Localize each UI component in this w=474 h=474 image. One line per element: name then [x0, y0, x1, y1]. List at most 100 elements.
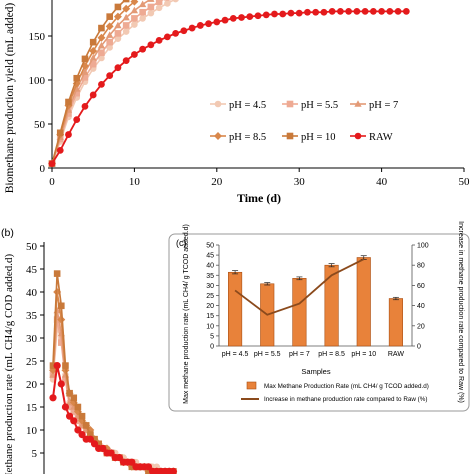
- panel-a-series-5-point-3: [73, 116, 81, 123]
- panel-a-series-5-point-24: [246, 13, 254, 21]
- panel-b-series-4-point-8: [82, 422, 90, 429]
- panel-c-x-tick-label-2: pH = 7: [289, 351, 310, 358]
- panel-a-y-tick-label-0: 0: [40, 163, 46, 175]
- panel-a-legend-swatch-marker-1: [286, 100, 294, 108]
- panel-a-series-4-point-9: [122, 0, 130, 3]
- panel-a-series-5-point-4: [81, 103, 89, 110]
- panel-a-series-5-point-35: [337, 7, 344, 15]
- panel-a-x-tick-label-5: 50: [459, 176, 471, 188]
- panel-c-x-tick-label-1: pH = 5.5: [254, 351, 281, 358]
- panel-b-series-3-point-2: [57, 315, 66, 324]
- panel-a-series-5-point-34: [328, 7, 336, 15]
- panel-a-y-tick-label-1: 50: [34, 119, 46, 131]
- panel-a-series-2-point-12: [147, 0, 155, 2]
- panel-c-x-tick-label-5: RAW: [388, 351, 404, 358]
- panel-b-y-tick-label-10: 50: [26, 241, 38, 253]
- panel-b-series-5-point-14: [107, 449, 115, 457]
- panel-a-series-5-point-2: [65, 131, 72, 138]
- panel-c-y2-tick-label-4: 80: [417, 263, 425, 270]
- panel-a-series-5-point-29: [287, 9, 295, 17]
- panel-a-legend-swatch-marker-2: [354, 100, 362, 107]
- panel-b-ylabel: Methane production rate (mL CH4/g COD ad…: [3, 253, 15, 474]
- panel-c-legend-bar-swatch: [246, 381, 257, 390]
- panel-c-ylabel-right: Increase in methane production rate comp…: [457, 221, 464, 403]
- panel-b-series-5-point-23: [144, 463, 153, 471]
- panel-b-series-5-point-29: [169, 467, 177, 474]
- panel-b-y-tick-label-3: 15: [26, 402, 38, 414]
- panel-b-y-tick-label-1: 5: [32, 448, 38, 460]
- panel-a-series-5-point-7: [106, 72, 114, 79]
- panel-a-series-3-point-5: [89, 47, 98, 55]
- panel-b-series-5: [49, 362, 177, 474]
- panel-c-y-tick-label-4: 20: [206, 303, 214, 310]
- panel-a-series-1-point-2: [65, 110, 72, 117]
- panel-c-y-tick-label-3: 15: [206, 313, 214, 320]
- panel-a-series-3-point-9: [122, 4, 131, 13]
- panel-a-series-5-point-16: [180, 27, 188, 35]
- panel-a-series-3-point-4: [81, 61, 89, 70]
- panel-b-series-4-point-5: [70, 394, 78, 402]
- panel-a-series-0: [48, 0, 179, 167]
- panel-a-series-5-point-0: [48, 160, 56, 168]
- panel-b-series-4: [49, 270, 177, 474]
- panel-a-series-5-point-20: [213, 18, 221, 26]
- panel-a-x-tick-label-0: 0: [49, 176, 55, 188]
- panel-a-series-5-point-5: [89, 91, 97, 99]
- panel-b-series-5-point-1: [53, 362, 61, 370]
- panel-c-y-tick-label-8: 40: [206, 263, 214, 270]
- panel-a-ticks: 0 10 20 30 40 50 0 50 100 150: [29, 31, 471, 188]
- panel-c-y-tick-label-1: 5: [210, 333, 214, 340]
- panel-a-series-5-point-30: [295, 9, 303, 17]
- panel-c-frame: [168, 233, 470, 412]
- panel-a-legend: pH = 4.5 pH = 5.5 pH = 7 pH = 8.5 pH = 10 RAW: [210, 100, 398, 143]
- panel-a-series-5-point-33: [320, 8, 328, 16]
- panel-c-x-tick-label-3: pH = 8.5: [318, 351, 345, 358]
- panel-a-series-0-point-13: [155, 4, 163, 12]
- panel-a-legend-swatch-marker-4: [286, 132, 294, 140]
- panel-a-legend-label-5: RAW: [369, 132, 393, 143]
- panel-b-series-4-point-0: [49, 362, 57, 369]
- panel-c-y-tick-label-6: 30: [206, 283, 214, 290]
- panel-b-series-3-point-6: [73, 407, 82, 416]
- panel-b-series-1-point-6: [74, 417, 82, 425]
- panel-a-series-5-point-23: [238, 14, 245, 21]
- panel-a-series-1-point-13: [155, 0, 163, 5]
- panel-b-series: [49, 270, 178, 474]
- panel-b-series-4-point-9: [87, 431, 94, 438]
- panel-a-series-2-point-6: [97, 41, 106, 49]
- panel-a-series-5-point-12: [147, 41, 155, 49]
- panel-c-label: (c): [176, 238, 187, 248]
- panel-b-series-4-line: [52, 273, 174, 473]
- panel-a-series-1-point-8: [114, 30, 122, 37]
- panel-a-ylabel: Biomethane production yield (mL added): [4, 3, 16, 194]
- panel-c-y-tick-label-9: 45: [206, 253, 214, 260]
- panel-b-series-3-line: [52, 291, 174, 473]
- panel-a-x-tick-label-1: 10: [129, 176, 141, 188]
- panel-a-series-5-point-21: [221, 16, 229, 24]
- panel-a-series-5-point-15: [172, 29, 180, 37]
- panel-b-series-5-point-9: [86, 435, 94, 443]
- panel-b-chart: (b) 5 10 15 20 25 30 35 40 45 50 Methane producti…: [1, 227, 178, 474]
- panel-a-chart: 0 10 20 30 40 50 0 50 100 150 Biomethane producti…: [4, 0, 470, 205]
- panel-a-series-4-point-1: [56, 129, 64, 137]
- panel-b-series-1-point-4: [66, 403, 73, 411]
- panel-c-bar-4: [356, 257, 371, 347]
- panel-a-series-4-line: [51, 0, 127, 164]
- panel-a-legend-label-4: pH = 10: [301, 132, 336, 143]
- panel-a-series-2-point-5: [89, 54, 97, 61]
- panel-a-legend-label-0: pH = 4.5: [229, 100, 266, 111]
- panel-a-x-tick-label-4: 40: [376, 176, 388, 188]
- panel-a-series-1-point-10: [131, 15, 138, 22]
- panel-a-series-5-point-28: [279, 10, 287, 18]
- panel-a-series-0-point-9: [122, 28, 130, 35]
- panel-c-y-tick-label-5: 25: [206, 293, 214, 300]
- panel-a-series-0-point-7: [106, 44, 113, 51]
- panel-c-bar-2: [292, 278, 307, 347]
- panel-a-series-5-point-25: [254, 12, 262, 20]
- panel-a-x-tick-label-2: 20: [211, 176, 223, 188]
- panel-a-xlabel: Time (d): [237, 191, 281, 205]
- panel-a-series-1-point-9: [122, 22, 130, 29]
- panel-a-legend-label-2: pH = 7: [369, 100, 398, 111]
- panel-a-series-5-point-36: [345, 7, 353, 15]
